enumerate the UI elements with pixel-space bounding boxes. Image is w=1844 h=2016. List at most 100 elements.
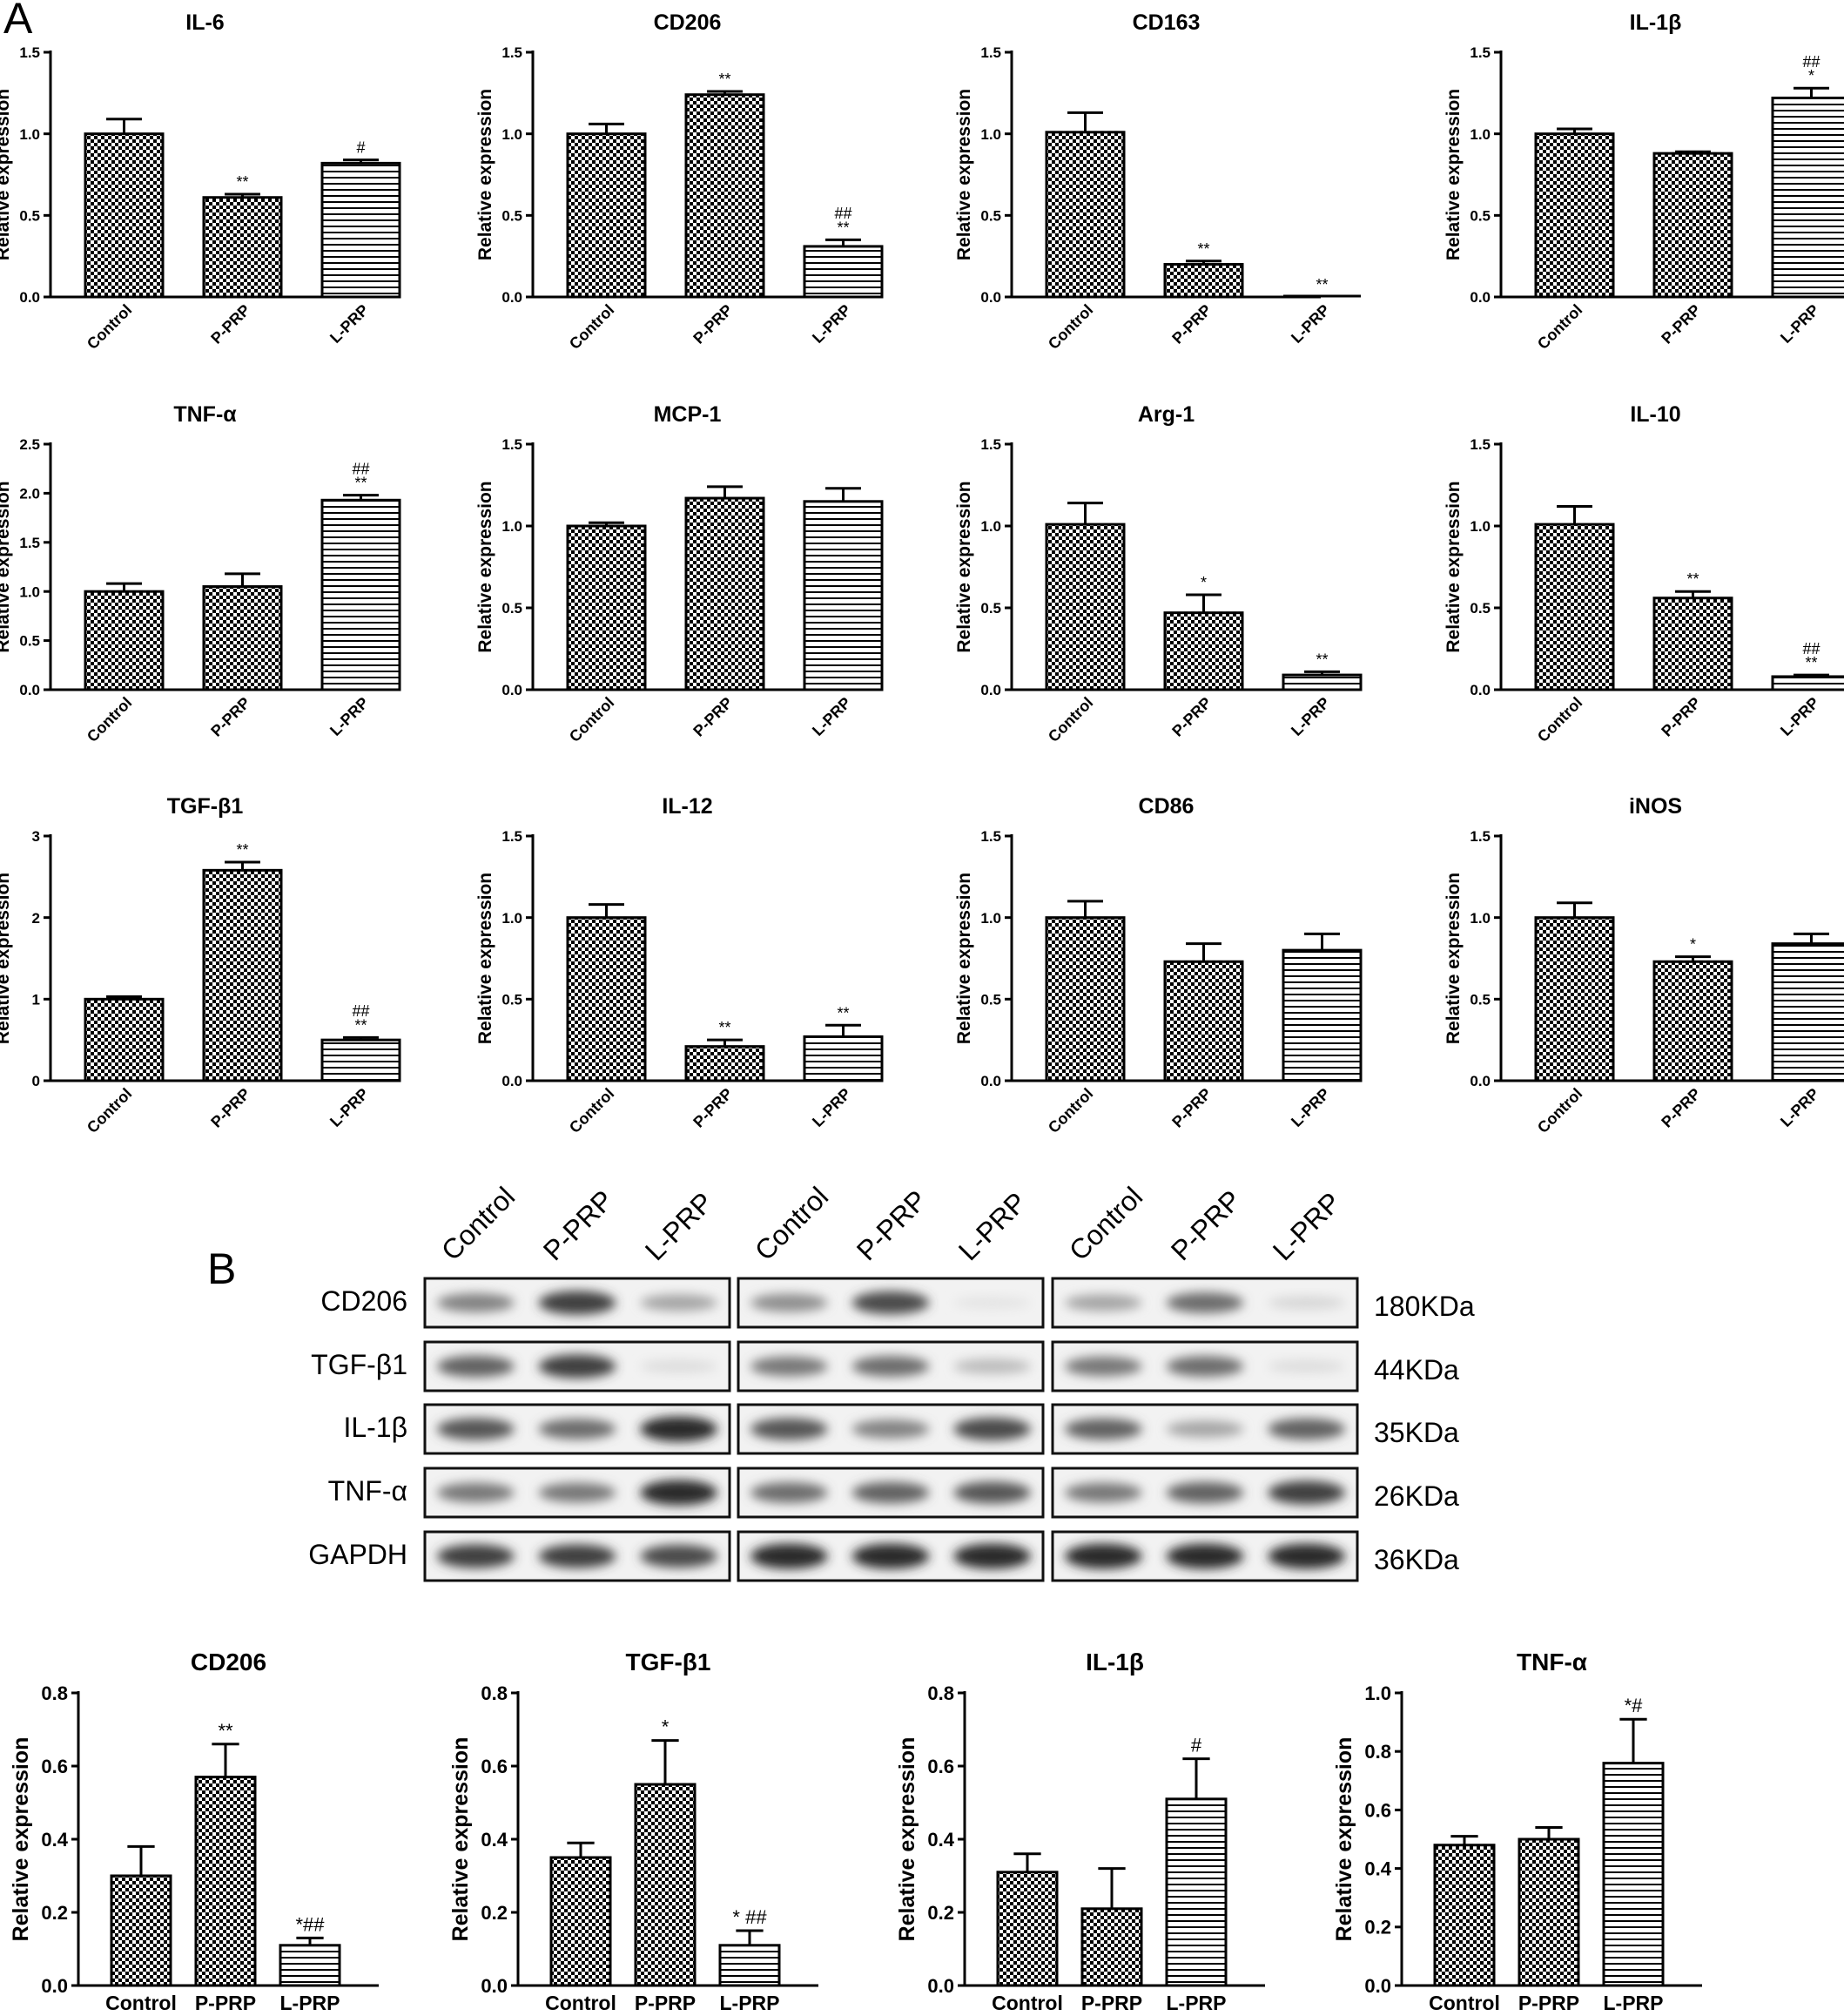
bar-control — [1045, 916, 1126, 1082]
y-tick-label: 0.0 — [1364, 1975, 1391, 1997]
chart-title: IL-10 — [1630, 402, 1680, 427]
bar-control — [566, 916, 647, 1082]
x-tick-label: Control — [1534, 694, 1585, 745]
x-tick-label: L-PRP — [809, 301, 854, 347]
x-tick-label: Control — [105, 1992, 177, 2014]
y-tick-label: 0.2 — [41, 1902, 68, 1924]
y-tick-label: 0.5 — [501, 991, 522, 1008]
y-tick-label: 0.5 — [1470, 991, 1491, 1008]
significance-label: *# — [1625, 1695, 1644, 1716]
y-tick-label: 0.0 — [501, 1073, 522, 1089]
significance-label: * — [1201, 574, 1207, 591]
y-axis-label: Relative expression — [1444, 481, 1464, 652]
y-tick-label: 0.2 — [1364, 1917, 1391, 1938]
bar-l-prp — [320, 161, 401, 299]
chart-4: TNF-α Relative expression 0.0 0.5 1.0 1.5 2.0 2… — [0, 402, 401, 745]
western-blot — [423, 1277, 1359, 1582]
chart-title: TGF-β1 — [167, 794, 244, 819]
blot-size-label: 44KDa — [1374, 1354, 1459, 1386]
x-tick-label: L-PRP — [326, 1085, 372, 1130]
y-axis-label: Relative expression — [448, 1737, 473, 1942]
x-tick-label: L-PRP — [720, 1992, 780, 2014]
bar-p-prp — [1163, 263, 1244, 299]
x-tick-label: Control — [84, 301, 135, 353]
y-axis-label: Relative expression — [954, 873, 974, 1044]
blot-band — [851, 1543, 930, 1569]
x-tick-label: Control — [1045, 301, 1096, 353]
y-tick-label: 1.5 — [980, 436, 1001, 453]
bar-l-prp — [803, 245, 884, 299]
x-tick-label: P-PRP — [1081, 1992, 1142, 2014]
y-tick-label: 2.5 — [19, 436, 40, 453]
y-tick-label: 0.2 — [481, 1902, 508, 1924]
x-tick-label: P-PRP — [690, 1085, 736, 1131]
blot-band — [1065, 1356, 1142, 1377]
x-tick-label: L-PRP — [809, 694, 854, 739]
chart-6: Arg-1 Relative expression 0.0 0.5 1.0 1.5 Cont… — [954, 402, 1363, 745]
x-tick-label: P-PRP — [1658, 301, 1704, 347]
chart-15: TNF-α Relative expression 0.0 0.2 0.4 0.6 0.8 1… — [1332, 1649, 1702, 2014]
y-tick-label: 0.0 — [1470, 682, 1491, 698]
chart-title: TGF-β1 — [626, 1649, 711, 1676]
y-tick-label: 0.5 — [501, 600, 522, 617]
x-tick-label: L-PRP — [1288, 301, 1333, 347]
chart-title: CD86 — [1139, 794, 1195, 819]
x-tick-label: P-PRP — [690, 694, 736, 740]
y-axis-label: Relative expression — [1444, 873, 1464, 1044]
y-tick-label: 0 — [32, 1073, 40, 1089]
bar-control — [1534, 523, 1615, 691]
y-tick-label: 0.0 — [19, 289, 40, 306]
y-tick-label: 3 — [32, 828, 40, 845]
y-tick-label: 0.6 — [1364, 1799, 1391, 1821]
y-tick-label: 0.4 — [481, 1829, 508, 1851]
y-tick-label: 0.4 — [1364, 1858, 1391, 1880]
bar-l-prp — [1165, 1797, 1228, 1987]
blot-band — [436, 1482, 515, 1503]
x-tick-label: Control — [545, 1992, 616, 2014]
blot-size-label: 26KDa — [1374, 1480, 1459, 1512]
blot-band — [436, 1418, 515, 1440]
blot-band — [750, 1482, 828, 1503]
y-axis-label: Relative expression — [475, 89, 495, 260]
y-tick-label: 0.0 — [19, 682, 40, 698]
chart-14: IL-1β Relative expression 0.0 0.2 0.4 0.6 0.8 C… — [895, 1649, 1265, 2014]
blot-size-label: 35KDa — [1374, 1417, 1459, 1448]
y-axis-label: Relative expression — [1332, 1737, 1356, 1942]
bar-l-prp — [320, 1038, 401, 1082]
y-tick-label: 1.5 — [1470, 436, 1491, 453]
chart-title: TNF-α — [173, 402, 237, 427]
chart-9: IL-12 Relative expression 0.0 0.5 1.0 1.5 Cont… — [475, 794, 884, 1136]
blot-band — [851, 1356, 930, 1377]
blot-band — [1268, 1480, 1345, 1505]
x-tick-label: P-PRP — [207, 1085, 253, 1131]
blot-band — [1065, 1543, 1142, 1569]
chart-title: IL-1β — [1630, 10, 1682, 35]
y-tick-label: 0.5 — [19, 207, 40, 224]
charts-layer: IL-6 Relative expression 0.0 0.5 1.0 1.5 Contr… — [0, 10, 1844, 2014]
panel-label-a: A — [3, 0, 33, 43]
x-tick-label: Control — [1534, 301, 1585, 353]
blot-band — [1166, 1292, 1244, 1313]
chart-title: IL-12 — [662, 794, 712, 819]
blot-band — [640, 1359, 718, 1373]
chart-3: IL-1β Relative expression 0.0 0.5 1.0 1.5 Cont… — [1444, 10, 1844, 353]
y-tick-label: 0.0 — [980, 682, 1001, 698]
blot-band — [851, 1291, 930, 1315]
bar-p-prp — [1652, 152, 1733, 299]
significance-label: ** — [1316, 651, 1328, 668]
blot-band — [1268, 1543, 1345, 1569]
bar-control — [84, 132, 165, 299]
x-tick-label: P-PRP — [207, 301, 253, 347]
significance-label: * — [1808, 67, 1814, 84]
blot-row-label: TGF-β1 — [311, 1349, 407, 1380]
bar-control — [996, 1871, 1059, 1987]
y-axis-label: Relative expression — [0, 89, 13, 260]
blot-band — [953, 1543, 1031, 1569]
significance-label: ## — [352, 460, 369, 477]
blot-size-label: 36KDa — [1374, 1544, 1459, 1575]
y-tick-label: 0.6 — [927, 1756, 954, 1777]
blot-band — [953, 1417, 1031, 1441]
blot-band — [640, 1294, 718, 1311]
y-tick-label: 1.5 — [501, 436, 522, 453]
x-tick-label: P-PRP — [207, 694, 253, 740]
